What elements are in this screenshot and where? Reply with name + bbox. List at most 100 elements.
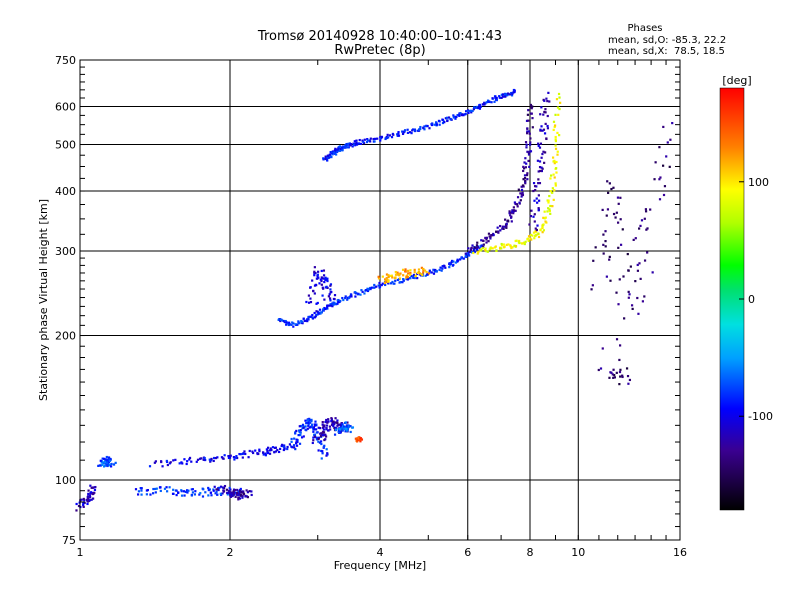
data-point <box>321 426 325 429</box>
data-point <box>373 283 376 287</box>
data-point <box>320 434 323 437</box>
data-point <box>331 422 334 426</box>
data-point <box>238 452 241 456</box>
data-point <box>165 459 168 463</box>
data-point <box>311 441 314 445</box>
data-point <box>547 91 550 94</box>
data-point <box>520 185 523 188</box>
data-point <box>548 209 551 213</box>
data-point <box>527 130 530 133</box>
data-point <box>323 444 326 447</box>
data-point <box>658 178 661 181</box>
x-tick-label: 8 <box>527 546 534 559</box>
data-point <box>333 294 337 297</box>
data-point <box>621 374 624 377</box>
data-point <box>557 92 561 96</box>
data-point <box>521 242 524 245</box>
data-point <box>538 165 542 169</box>
data-point <box>523 177 527 180</box>
data-point <box>544 151 547 154</box>
data-point <box>531 105 534 108</box>
data-point <box>480 248 483 252</box>
data-point <box>290 323 293 326</box>
data-point <box>324 435 328 438</box>
data-point <box>607 191 610 195</box>
data-point <box>612 368 615 371</box>
data-point <box>222 489 225 492</box>
data-point <box>401 132 405 136</box>
data-point <box>319 311 322 314</box>
data-point <box>389 274 392 278</box>
data-point <box>369 137 372 140</box>
data-point <box>333 433 337 436</box>
data-point <box>467 111 470 115</box>
data-point <box>539 229 542 232</box>
data-point <box>322 277 325 280</box>
data-point <box>326 156 329 159</box>
data-point <box>246 496 250 499</box>
data-point <box>314 271 317 275</box>
data-point <box>229 492 232 495</box>
data-point <box>521 191 524 194</box>
data-point <box>336 419 339 422</box>
data-point <box>338 145 342 148</box>
data-point <box>615 338 619 341</box>
data-point <box>543 110 546 114</box>
data-point <box>234 456 237 459</box>
data-point <box>498 96 501 99</box>
data-point <box>294 448 297 451</box>
data-point <box>338 149 342 152</box>
data-point <box>601 347 604 350</box>
data-point <box>444 117 447 120</box>
data-point <box>329 283 333 286</box>
data-point <box>482 103 485 106</box>
data-point <box>556 153 559 156</box>
data-point <box>439 266 442 269</box>
data-point <box>159 486 162 489</box>
data-point <box>240 491 244 494</box>
data-point <box>312 426 315 429</box>
data-point <box>380 136 384 139</box>
data-point <box>399 281 402 284</box>
data-point <box>551 187 554 190</box>
data-point <box>616 196 620 199</box>
data-point <box>619 243 623 246</box>
data-point <box>244 452 247 456</box>
data-point <box>284 319 287 323</box>
data-point <box>335 153 338 156</box>
data-point <box>238 489 242 493</box>
data-point <box>527 159 530 163</box>
data-point <box>403 129 407 132</box>
data-point <box>518 201 521 204</box>
data-point <box>524 179 527 182</box>
data-point <box>527 235 531 238</box>
data-point <box>241 494 244 498</box>
data-point <box>320 279 323 283</box>
data-point <box>416 277 419 280</box>
data-point <box>646 227 649 230</box>
data-point <box>529 233 533 236</box>
data-point <box>601 208 604 212</box>
data-point <box>254 449 257 452</box>
data-point <box>304 419 307 422</box>
data-point <box>234 495 237 498</box>
data-point <box>354 437 357 440</box>
data-point <box>529 141 532 144</box>
data-point <box>387 136 390 139</box>
data-point <box>480 244 484 247</box>
grid-lines <box>80 60 680 540</box>
data-point <box>516 205 519 208</box>
data-point <box>279 319 282 323</box>
data-point <box>277 318 280 322</box>
data-point <box>357 142 360 145</box>
colorbar-tick-label: 100 <box>748 176 769 189</box>
data-point <box>510 211 513 214</box>
data-point <box>489 235 492 238</box>
data-point <box>378 281 381 285</box>
data-point <box>172 459 175 462</box>
data-point <box>294 323 297 326</box>
data-point <box>292 444 296 447</box>
data-point <box>406 128 409 131</box>
data-point <box>547 201 550 204</box>
data-point <box>514 202 517 206</box>
